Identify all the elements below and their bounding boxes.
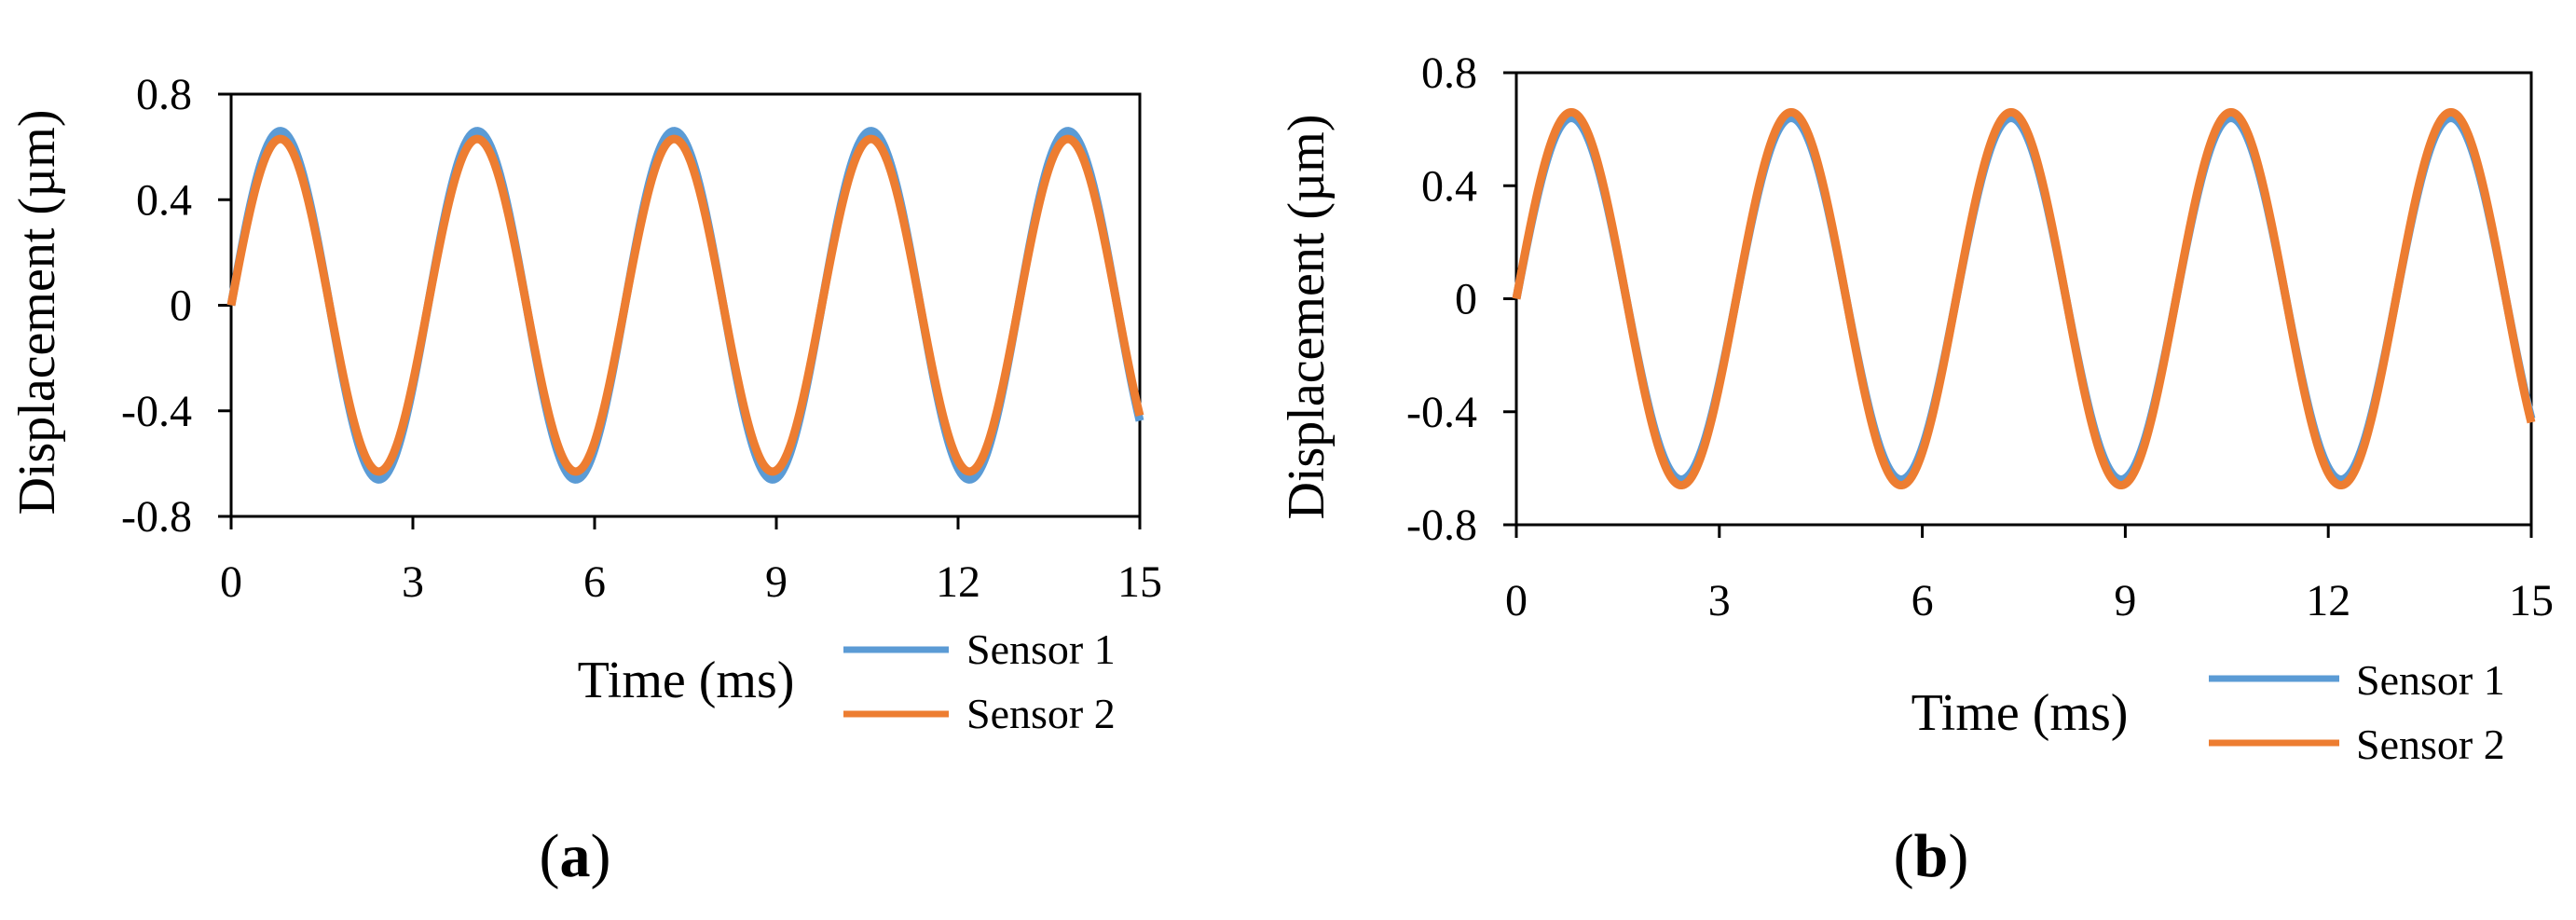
y-tick-label: -0.8 [121,492,192,542]
x-tick-label: 9 [765,557,788,607]
legend-label-sensor-2: Sensor 2 [966,690,1116,737]
panel-label-b: (b) [1894,822,1969,890]
series-a [226,127,1144,484]
y-tick-label: 0 [1455,275,1477,324]
y-tick-label: 0.8 [1421,48,1477,98]
x-tick-label: 0 [220,557,242,607]
y-tick-label: 0 [170,281,192,331]
x-tick-label: 12 [2306,576,2350,625]
y-tick-label: -0.4 [1406,388,1477,437]
x-tick-label: 6 [583,557,606,607]
x-tick-label: 3 [402,557,424,607]
y-ticks-a: 0.8 0.4 0 -0.4 -0.8 [121,70,231,542]
x-tick-label: 15 [2509,576,2554,625]
y-tick-label: 0.4 [136,175,192,225]
y-tick-label: -0.8 [1406,501,1477,550]
x-tick-label: 3 [1708,576,1731,625]
legend-b: Sensor 1 Sensor 2 [2209,656,2505,768]
y-tick-label: -0.4 [121,387,192,436]
plot-area-b [1514,71,2533,527]
y-ticks-b: 0.8 0.4 0 -0.4 -0.8 [1406,48,1516,550]
legend-label-sensor-1: Sensor 1 [966,625,1116,673]
x-axis-label-b: Time (ms) [1911,684,2129,742]
series-line-sensor-2 [226,134,1144,476]
x-tick-label: 12 [936,557,980,607]
chart-panel-b: 0.8 0.4 0 -0.4 -0.8 0 3 6 9 12 15 Displacement (µ… [1278,48,2554,890]
series-line-sensor-2 [1512,107,2536,490]
x-ticks-b: 0 3 6 9 12 15 [1505,525,2554,625]
y-axis-label-a: Displacement (µm) [8,109,66,515]
chart-panel-a: 0.8 0.4 0 -0.4 -0.8 0 3 6 9 12 15 Displacement (µ… [8,70,1162,890]
x-tick-label: 9 [2114,576,2136,625]
x-ticks-a: 0 3 6 9 12 15 [220,516,1162,607]
legend-a: Sensor 1 Sensor 2 [843,625,1116,737]
panel-label-a: (a) [540,822,611,890]
y-tick-label: 0.8 [136,70,192,119]
x-axis-label-a: Time (ms) [578,652,795,709]
series-b [1512,107,2536,490]
y-tick-label: 0.4 [1421,161,1477,211]
legend-label-sensor-2: Sensor 2 [2356,721,2505,768]
y-axis-label-b: Displacement (µm) [1278,114,1336,519]
x-tick-label: 6 [1911,576,1934,625]
x-tick-label: 15 [1117,557,1162,607]
x-tick-label: 0 [1505,576,1528,625]
legend-label-sensor-1: Sensor 1 [2356,656,2505,704]
